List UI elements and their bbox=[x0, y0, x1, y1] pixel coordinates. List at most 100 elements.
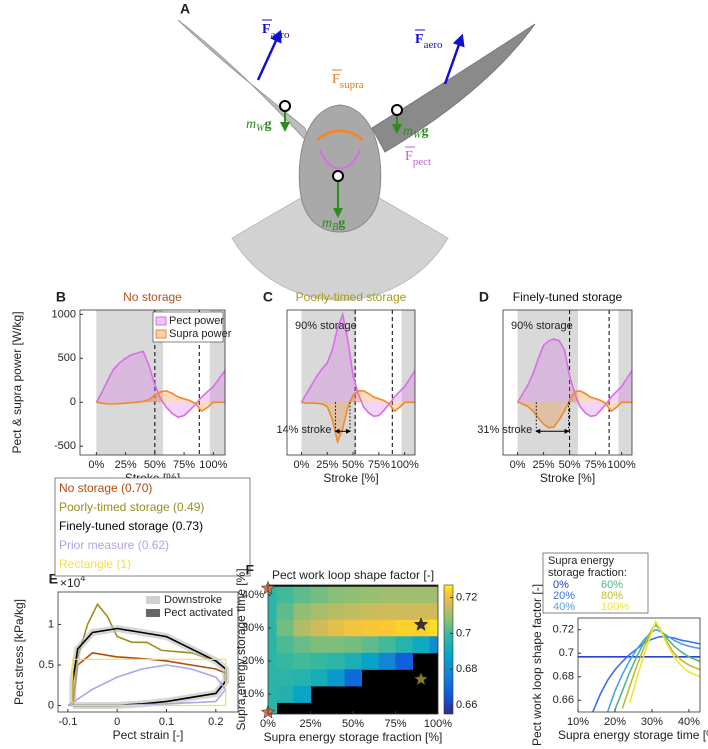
heat-cell bbox=[268, 702, 277, 714]
area bbox=[96, 351, 225, 418]
legend-label: 0% bbox=[553, 579, 569, 591]
x-tick-label: 25% bbox=[316, 459, 338, 471]
force-label: Fpect bbox=[405, 149, 431, 167]
stroke-plane bbox=[231, 174, 449, 301]
joint bbox=[391, 104, 403, 116]
area bbox=[96, 390, 225, 412]
heat-cell bbox=[268, 669, 277, 687]
subscript: W bbox=[413, 130, 423, 141]
heat-cell bbox=[344, 636, 362, 654]
x-tick-label: 0.2 bbox=[208, 716, 223, 728]
heat-cell bbox=[310, 603, 328, 621]
heat-cell bbox=[268, 652, 277, 670]
y-tick-label: 0.68 bbox=[553, 671, 574, 683]
line bbox=[72, 658, 227, 707]
heat-cell bbox=[412, 636, 430, 654]
joint bbox=[332, 170, 344, 182]
panel-label: F bbox=[245, 562, 254, 578]
line bbox=[517, 389, 632, 429]
line bbox=[629, 619, 700, 703]
heat-cell bbox=[310, 619, 328, 637]
panel: BNo storage0%25%50%75%100%-50005001000St… bbox=[10, 289, 232, 485]
heat-cell bbox=[327, 669, 345, 687]
force-label: Fsupra bbox=[332, 72, 364, 90]
plot-area bbox=[268, 585, 438, 714]
right-wing bbox=[371, 23, 536, 153]
exponent-power: 4 bbox=[80, 573, 85, 583]
colorbar bbox=[443, 584, 454, 715]
x-tick-label: 50% bbox=[342, 459, 364, 471]
legend-label: No storage (0.70) bbox=[59, 481, 152, 495]
x-tick-label: 100% bbox=[391, 459, 419, 471]
force-label: mWg bbox=[246, 117, 271, 134]
plot-area bbox=[578, 619, 700, 712]
legend-label: Supra power bbox=[169, 328, 232, 340]
y-tick-label: 0 bbox=[48, 699, 54, 711]
heat-cell bbox=[268, 586, 277, 604]
area bbox=[517, 390, 632, 428]
legend-box bbox=[542, 552, 649, 614]
heat-cell bbox=[327, 652, 345, 670]
annotation: 14% stroke bbox=[276, 424, 331, 436]
legend-box bbox=[54, 477, 251, 577]
heat-cell bbox=[327, 603, 345, 621]
heat-cell bbox=[327, 636, 345, 654]
heat-cell bbox=[268, 619, 277, 637]
activation-span bbox=[209, 310, 225, 455]
subscript: W bbox=[256, 123, 266, 134]
heat-cell bbox=[276, 652, 294, 670]
panel: F Pect work loop shape factor [-] 0.66 0.68… bbox=[234, 562, 477, 744]
symbol: g bbox=[338, 216, 345, 231]
x-tick-label: 10% bbox=[567, 716, 589, 728]
y-tick-label: 500 bbox=[58, 352, 76, 364]
heat-cell bbox=[293, 586, 311, 604]
heat-cell bbox=[395, 603, 413, 621]
line bbox=[621, 621, 700, 709]
heat-cell bbox=[344, 586, 362, 604]
heat-cell bbox=[361, 603, 379, 621]
y-tick-label: 30% bbox=[242, 622, 264, 634]
heat-cell bbox=[293, 619, 311, 637]
colorbar-tick-label: 0.68 bbox=[456, 663, 477, 675]
panel-label: C bbox=[263, 289, 273, 305]
aero-arrow bbox=[256, 29, 282, 81]
heat-cell bbox=[429, 586, 438, 604]
y-tick-label: 0.72 bbox=[553, 624, 574, 636]
pect-muscle bbox=[319, 149, 361, 170]
x-tick-label: 75% bbox=[384, 718, 406, 730]
y-tick-label: 0.5 bbox=[39, 659, 54, 671]
x-tick-label: 25% bbox=[115, 459, 137, 471]
heat-cell bbox=[276, 669, 294, 687]
heat-cell bbox=[412, 603, 430, 621]
legend-swatch bbox=[146, 609, 160, 617]
legend-label: Pect power bbox=[169, 315, 224, 327]
heat-cell bbox=[293, 652, 311, 670]
heat-cell bbox=[310, 652, 328, 670]
x-tick-label: 0.1 bbox=[159, 716, 174, 728]
heat-cell bbox=[310, 586, 328, 604]
panel-label: A bbox=[180, 1, 190, 17]
heat-cell bbox=[344, 669, 362, 687]
line bbox=[301, 390, 415, 445]
heat-cell bbox=[429, 619, 438, 637]
annotation: 90% storage bbox=[295, 320, 357, 332]
force-label: Faero bbox=[415, 32, 443, 50]
exponent-base: ×10 bbox=[60, 576, 81, 590]
subscript: pect bbox=[413, 156, 431, 168]
y-axis-label: Pect & supra power [W/kg] bbox=[10, 311, 24, 453]
heat-cell bbox=[378, 603, 396, 621]
subscript: aero bbox=[271, 29, 290, 41]
heat-cell bbox=[276, 586, 294, 604]
heat-cell bbox=[395, 652, 413, 670]
y-tick-label: 0.7 bbox=[559, 647, 574, 659]
y-tick-label: 1 bbox=[48, 618, 54, 630]
x-tick-label: 50% bbox=[559, 459, 581, 471]
y-tick-label: 20% bbox=[242, 655, 264, 667]
heat-cell bbox=[344, 619, 362, 637]
line bbox=[96, 389, 225, 413]
legend-label: Prior measure (0.62) bbox=[59, 538, 169, 552]
symbol: m bbox=[246, 117, 256, 132]
x-axis-label: Pect strain [-] bbox=[113, 728, 184, 742]
heat-cell bbox=[327, 586, 345, 604]
